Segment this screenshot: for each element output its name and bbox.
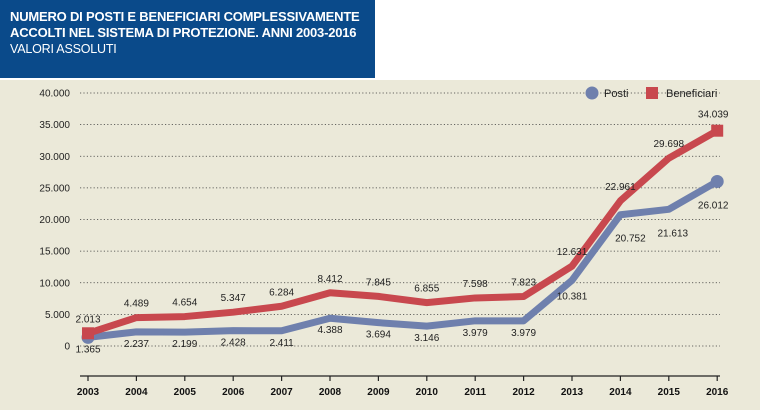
legend-beneficiari-label: Beneficiari	[666, 88, 717, 100]
x-tick-label-2012: 2012	[512, 387, 535, 398]
posti-label-2004: 2.237	[124, 339, 149, 350]
x-tick-label-2014: 2014	[609, 387, 632, 398]
beneficiari-label-2012: 7.823	[511, 278, 536, 289]
beneficiari-label-2010: 6.855	[414, 284, 439, 295]
x-tick-label-2007: 2007	[270, 387, 293, 398]
legend-posti-label: Posti	[604, 88, 628, 100]
posti-label-2014: 20.752	[615, 234, 646, 245]
beneficiari-point-2003	[82, 327, 94, 340]
series-line-beneficiari	[84, 127, 721, 337]
posti-label-2010: 3.146	[414, 333, 439, 344]
posti-label-2006: 2.428	[221, 338, 246, 349]
posti-label-2003: 1.365	[75, 344, 100, 355]
y-tick-label-2: 10.000	[39, 278, 70, 289]
y-tick-label-1: 5.000	[45, 310, 70, 321]
posti-point-2016	[710, 174, 724, 188]
x-tick-label-2006: 2006	[222, 387, 245, 398]
chart-subtitle: VALORI ASSOLUTI	[10, 42, 117, 56]
beneficiari-label-2003: 2.013	[75, 314, 100, 325]
title-box: NUMERO DI POSTI E BENEFICIARI COMPLESSIV…	[0, 0, 375, 78]
beneficiari-point-2016	[711, 124, 724, 137]
y-tick-label-8: 40.000	[39, 89, 70, 100]
chart-title-line-2: ACCOLTI NEL SISTEMA DI PROTEZIONE. ANNI …	[10, 25, 357, 40]
chart-panel	[0, 80, 760, 410]
beneficiari-label-2016: 34.039	[698, 110, 729, 121]
y-tick-label-3: 15.000	[39, 247, 70, 258]
x-tick-label-2004: 2004	[125, 387, 148, 398]
beneficiari-label-2009: 7.845	[366, 277, 391, 288]
posti-label-2011: 3.979	[463, 328, 488, 339]
y-tick-label-4: 20.000	[39, 215, 70, 226]
beneficiari-label-2013: 12.631	[557, 247, 588, 258]
beneficiari-label-2006: 5.347	[221, 293, 246, 304]
beneficiari-label-2011: 7.598	[463, 279, 488, 290]
y-axis-tick-labels: 0 5.000 10.000 15.000 20.000 25.000 30.000 35.0…	[39, 89, 70, 353]
beneficiari-label-2014: 22.961	[605, 182, 636, 193]
beneficiari-label-2005: 4.654	[172, 298, 197, 309]
x-tick-label-2009: 2009	[367, 387, 390, 398]
posti-label-2009: 3.694	[366, 330, 391, 341]
series-line-posti	[84, 177, 721, 341]
x-tick-label-2016: 2016	[706, 387, 729, 398]
posti-label-2015: 21.613	[658, 228, 689, 239]
beneficiari-label-2004: 4.489	[124, 299, 149, 310]
x-tick-label-2005: 2005	[174, 387, 197, 398]
beneficiari-label-2007: 6.284	[269, 287, 294, 298]
beneficiari-label-2008: 8.412	[317, 274, 342, 285]
legend-beneficiari-marker	[646, 87, 658, 99]
x-tick-label-2008: 2008	[319, 387, 342, 398]
posti-label-2008: 4.388	[317, 325, 342, 336]
posti-label-2016: 26.012	[698, 200, 729, 211]
posti-label-2005: 2.199	[172, 339, 197, 350]
y-tick-label-6: 30.000	[39, 152, 70, 163]
x-tick-label-2013: 2013	[561, 387, 584, 398]
x-tick-label-2003: 2003	[77, 387, 100, 398]
legend-posti-marker	[585, 86, 599, 100]
y-tick-label-0: 0	[64, 342, 70, 353]
posti-label-2012: 3.979	[511, 328, 536, 339]
posti-label-2007: 2.411	[269, 338, 294, 349]
y-tick-label-7: 35.000	[39, 120, 70, 131]
x-tick-label-2011: 2011	[464, 387, 486, 398]
beneficiari-label-2015: 29.698	[654, 139, 685, 150]
x-tick-label-2015: 2015	[658, 387, 681, 398]
y-tick-label-5: 25.000	[39, 183, 70, 194]
x-axis-tick-labels: 2003 2004 2005 2006 2007 2008 2009 2010 2011 2012…	[77, 376, 729, 398]
posti-label-2013: 10.381	[557, 291, 588, 302]
legend: Posti Beneficiari	[585, 86, 717, 100]
grid-lines	[80, 92, 720, 347]
chart-title-line-1: NUMERO DI POSTI E BENEFICIARI COMPLESSIV…	[10, 9, 360, 24]
x-tick-label-2010: 2010	[416, 387, 439, 398]
series-layer: 2.013 1.365 4.489 2.237 4.654 2.199 5.347 2.428…	[75, 110, 728, 356]
